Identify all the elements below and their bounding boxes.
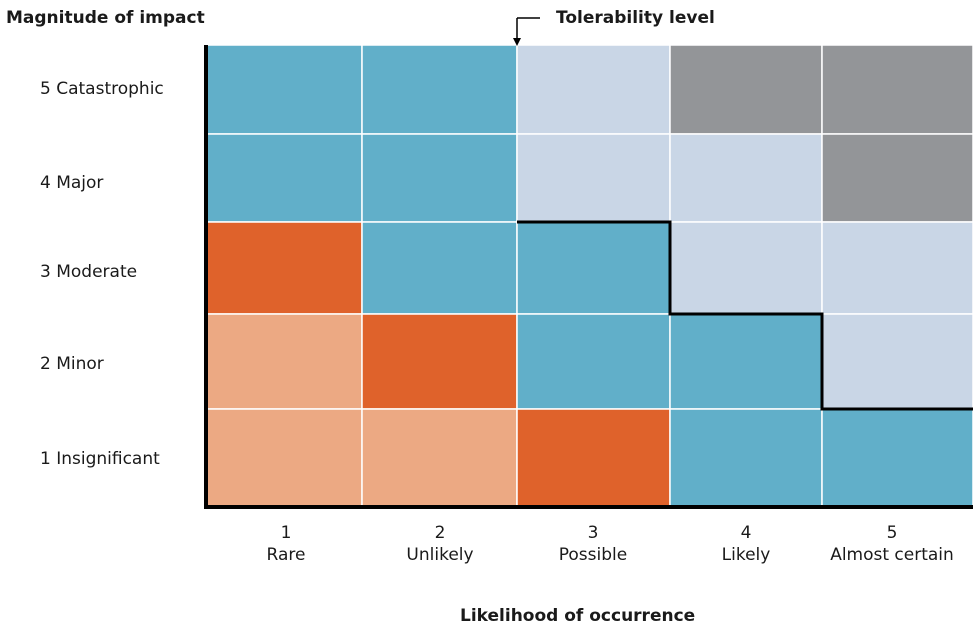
matrix-cell <box>821 313 973 410</box>
matrix-cell <box>516 221 671 315</box>
matrix-cells <box>205 44 973 508</box>
matrix-cell <box>821 44 973 135</box>
x-axis-title: Likelihood of occurrence <box>460 606 696 626</box>
column-number: 2 <box>434 523 446 543</box>
matrix-cell <box>361 313 518 410</box>
column-label-almost-certain: 5 Almost certain <box>822 522 962 566</box>
matrix-cell <box>516 133 671 223</box>
tolerability-label: Tolerability level <box>556 8 715 28</box>
matrix-cell <box>205 408 363 508</box>
matrix-cell <box>821 408 973 508</box>
column-label-rare: 1 Rare <box>211 522 361 566</box>
matrix-cell <box>516 44 671 135</box>
column-label-possible: 3 Possible <box>518 522 668 566</box>
matrix-cell <box>205 44 363 135</box>
matrix-cell <box>361 221 518 315</box>
row-label-catastrophic: 5 Catastrophic <box>40 79 164 99</box>
matrix-cell <box>205 221 363 315</box>
matrix-cell <box>669 44 823 135</box>
row-label-minor: 2 Minor <box>40 354 104 374</box>
matrix-cell <box>669 313 823 410</box>
row-label-insignificant: 1 Insignificant <box>40 449 160 469</box>
matrix-cell <box>361 44 518 135</box>
matrix-cell <box>669 408 823 508</box>
column-label-unlikely: 2 Unlikely <box>365 522 515 566</box>
column-name: Unlikely <box>406 545 474 565</box>
matrix-cell <box>669 133 823 223</box>
row-label-major: 4 Major <box>40 173 104 193</box>
matrix-cell <box>669 221 823 315</box>
matrix-cell <box>361 408 518 508</box>
column-label-likely: 4 Likely <box>671 522 821 566</box>
matrix-cell <box>516 408 671 508</box>
column-number: 5 <box>886 523 898 543</box>
column-number: 1 <box>280 523 292 543</box>
tolerability-boundary-line <box>517 220 973 411</box>
column-name: Rare <box>266 545 306 565</box>
matrix-cell <box>516 313 671 410</box>
matrix-cell <box>205 133 363 223</box>
y-axis-title: Magnitude of impact <box>6 8 205 28</box>
column-number: 3 <box>587 523 599 543</box>
matrix-cell <box>361 133 518 223</box>
column-number: 4 <box>740 523 752 543</box>
column-name: Almost certain <box>830 545 954 565</box>
column-name: Likely <box>721 545 771 565</box>
row-label-moderate: 3 Moderate <box>40 262 138 282</box>
matrix-cell <box>821 221 973 315</box>
matrix-cell <box>821 133 973 223</box>
matrix-cell <box>205 313 363 410</box>
column-name: Possible <box>558 545 628 565</box>
tolerability-arrow <box>513 17 540 46</box>
